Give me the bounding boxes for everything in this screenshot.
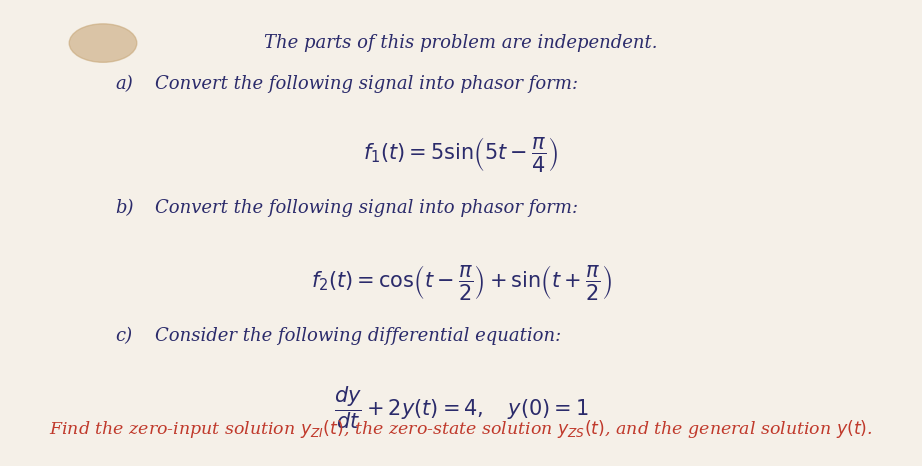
Text: Convert the following signal into phasor form:: Convert the following signal into phasor…	[155, 199, 578, 217]
Text: $f_1(t) = 5\sin\!\left(5t - \dfrac{\pi}{4}\right)$: $f_1(t) = 5\sin\!\left(5t - \dfrac{\pi}{…	[363, 135, 559, 174]
Text: $f_2(t) = \cos\!\left(t - \dfrac{\pi}{2}\right) + \sin\!\left(t + \dfrac{\pi}{2}: $f_2(t) = \cos\!\left(t - \dfrac{\pi}{2}…	[311, 263, 611, 302]
Text: The parts of this problem are independent.: The parts of this problem are independen…	[265, 34, 657, 52]
Circle shape	[69, 24, 136, 62]
Text: Convert the following signal into phasor form:: Convert the following signal into phasor…	[155, 75, 578, 93]
Text: c): c)	[115, 327, 132, 345]
Text: Consider the following differential equation:: Consider the following differential equa…	[155, 327, 561, 345]
Text: a): a)	[115, 75, 133, 93]
Text: Find the zero-input solution $y_{ZI}(t)$, the zero-state solution $y_{ZS}(t)$, a: Find the zero-input solution $y_{ZI}(t)$…	[49, 418, 873, 440]
Text: b): b)	[115, 199, 134, 217]
Text: $\dfrac{dy}{dt} + 2y(t) = 4, \quad y(0) = 1$: $\dfrac{dy}{dt} + 2y(t) = 4, \quad y(0) …	[334, 385, 588, 432]
